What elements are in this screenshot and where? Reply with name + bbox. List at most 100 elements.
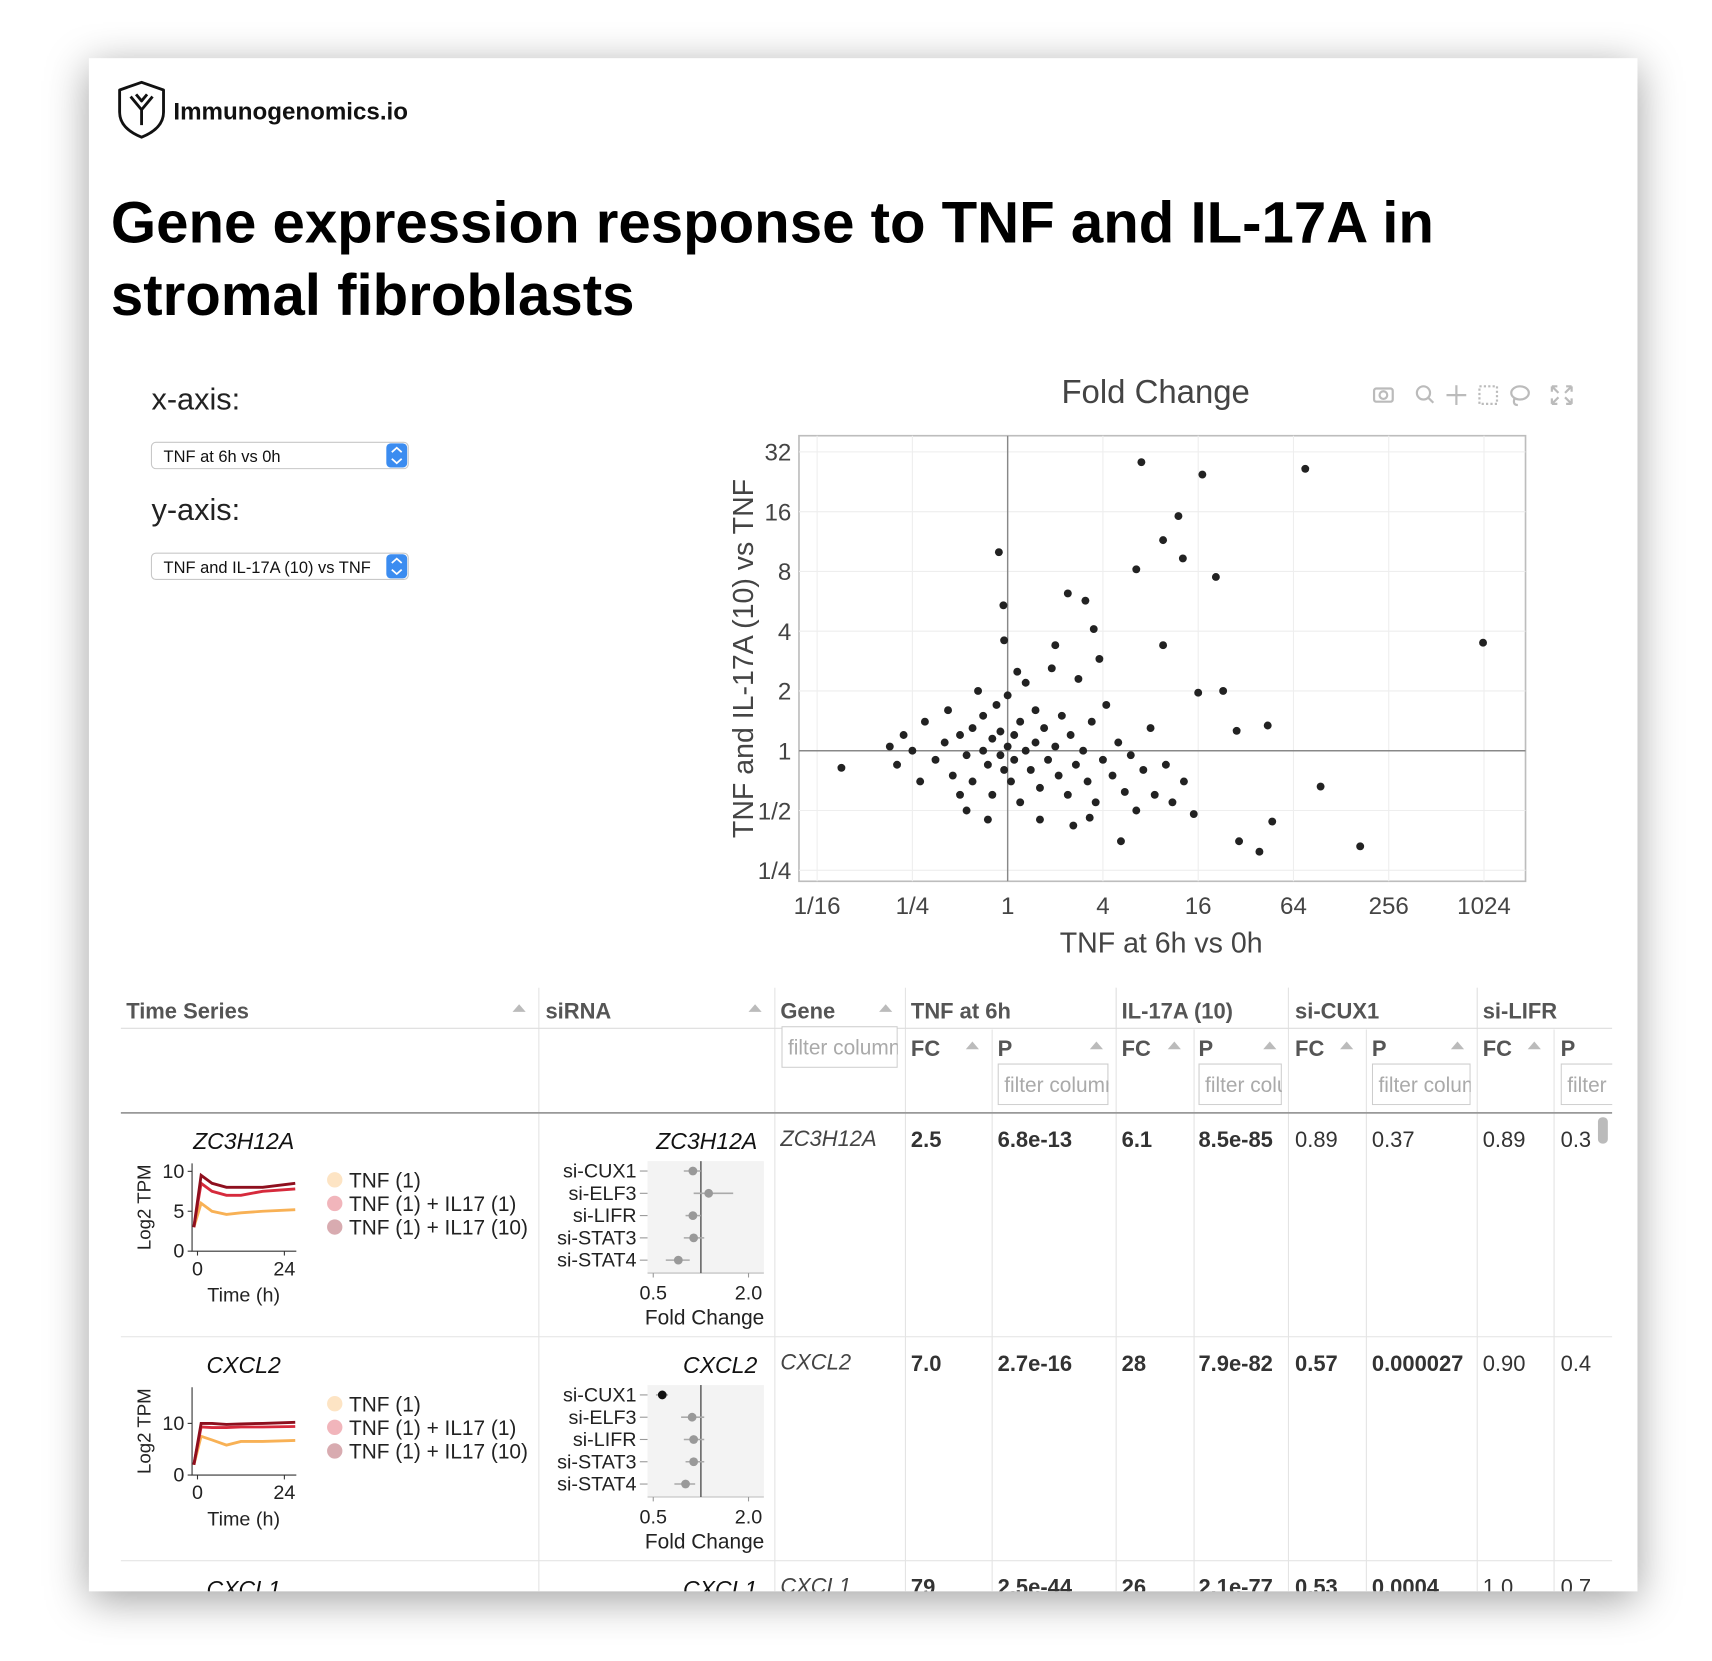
scatter-point (988, 734, 997, 743)
autoscale-button[interactable] (1550, 385, 1573, 405)
scatter-point (1071, 760, 1080, 769)
point (689, 1233, 699, 1243)
subheader: FC (911, 1036, 940, 1061)
scatter-point (1000, 766, 1009, 774)
scatter-point (983, 815, 992, 824)
filter-input[interactable]: filter column (1560, 1063, 1637, 1106)
pan-button[interactable] (1446, 385, 1467, 405)
scatter-point (1235, 837, 1244, 846)
row-title: ZC3H12A (655, 1128, 757, 1154)
sort-button[interactable] (748, 1004, 762, 1012)
brand-name: Immunogenomics.io (173, 99, 408, 126)
sort-button[interactable] (1340, 1041, 1354, 1050)
plot-background (647, 1385, 764, 1497)
zoom-button[interactable] (1415, 385, 1435, 404)
dropdown-arrows (391, 446, 403, 465)
y-axis-title: Log2 TPM (133, 1388, 154, 1474)
lasso-button[interactable] (1510, 385, 1530, 407)
scene: Immunogenomics.io x-axis: TNF at 6h vs 0h y… (118, 80, 1637, 1592)
scatter-point (1114, 738, 1123, 747)
point (688, 1166, 698, 1176)
x-axis-title: Time (h) (207, 1285, 280, 1307)
scatter-point (1031, 706, 1040, 715)
dropdown-arrows (391, 557, 403, 576)
scatter-point (1189, 810, 1198, 818)
x-axis-title: Fold Change (645, 1307, 764, 1330)
row-title: ZC3H12A (192, 1128, 294, 1154)
column-header: TNF at 6h (911, 998, 1011, 1023)
value-cell: 28 (1122, 1351, 1146, 1376)
scatter-point (1074, 674, 1083, 683)
filter-box (997, 1063, 1109, 1106)
logo (118, 80, 165, 139)
sort-button[interactable] (1263, 1041, 1277, 1050)
camera-button[interactable] (1372, 387, 1394, 403)
scatter-point (1066, 731, 1075, 739)
scrollbar[interactable] (1597, 1117, 1608, 1144)
value-cell: 79 (911, 1575, 935, 1592)
scatter-point (1268, 817, 1277, 826)
legend-label: TNF (1) + IL17 (1) (349, 1193, 516, 1216)
y-tick-label: 10 (162, 1161, 184, 1183)
filter-input[interactable]: filter column (1371, 1063, 1490, 1106)
category-label: si-STAT4 (557, 1250, 636, 1272)
dropdown[interactable]: TNF and IL-17A (10) vs TNF (150, 552, 409, 581)
column-header: si-CUX1 (1295, 998, 1379, 1023)
scatter-point (893, 760, 902, 769)
box-select-button[interactable] (1478, 385, 1499, 405)
scatter-point (1087, 717, 1096, 726)
column-header: Gene (780, 998, 835, 1023)
scatter-point (1091, 798, 1100, 807)
series-line (192, 1420, 296, 1465)
row-title: CXCL1 (207, 1576, 281, 1592)
sort-button[interactable] (965, 1041, 979, 1050)
scatter-point (994, 548, 1003, 557)
subheader: FC (1122, 1036, 1151, 1061)
value-cell: 0.7 (1561, 1575, 1592, 1592)
axis-line (191, 1163, 297, 1252)
scatter-point (940, 738, 949, 747)
legend-marker (327, 1396, 343, 1412)
scatter-point (1211, 573, 1220, 581)
point (681, 1479, 690, 1489)
value-cell: 2.5e-44 (998, 1575, 1073, 1592)
scatter-point (988, 790, 997, 799)
category-label: si-CUX1 (563, 1385, 637, 1407)
scatter-point (899, 731, 908, 739)
sort-button[interactable] (1167, 1041, 1181, 1050)
x-tick-label: 0.5 (640, 1282, 667, 1304)
legend-marker (327, 1172, 343, 1188)
scatter-point (948, 771, 957, 780)
sort-button[interactable] (879, 1004, 893, 1012)
value-cell: 0.37 (1372, 1127, 1415, 1152)
scatter-point (1198, 470, 1207, 479)
legend-label: TNF (1) + IL17 (10) (349, 1217, 528, 1240)
value-cell: 0.53 (1295, 1575, 1338, 1592)
filter-input[interactable]: filter column (1198, 1063, 1317, 1106)
sort-button[interactable] (1527, 1041, 1541, 1050)
filter-box (1371, 1063, 1471, 1106)
dropdown[interactable]: TNF at 6h vs 0h (150, 441, 409, 470)
value-cell: 0.89 (1295, 1127, 1338, 1152)
subheader: FC (1483, 1036, 1512, 1061)
x-axis-title: Time (h) (207, 1509, 280, 1531)
scatter-point (1013, 667, 1022, 676)
sort-button[interactable] (512, 1004, 526, 1012)
filter-input[interactable]: filter column (997, 1063, 1116, 1106)
scatter-point (1168, 798, 1177, 807)
scatter-point (1263, 721, 1272, 730)
sort-button[interactable] (1089, 1041, 1103, 1050)
scatter-point (1139, 766, 1148, 774)
value-cell: 0.89 (1483, 1127, 1526, 1152)
scatter-point (1010, 731, 1019, 739)
x-axis-title: Fold Change (645, 1531, 764, 1554)
scatter-point (1117, 837, 1125, 846)
scatter-point (1047, 664, 1056, 673)
scatter-point (979, 746, 988, 755)
plot-area (798, 434, 1527, 883)
filter-input[interactable]: filter column (781, 1026, 900, 1068)
legend-label: TNF (1) + IL17 (10) (349, 1441, 528, 1464)
control-label: x-axis: (151, 381, 240, 416)
scatter-point (1031, 738, 1040, 747)
sort-button[interactable] (1450, 1041, 1465, 1050)
